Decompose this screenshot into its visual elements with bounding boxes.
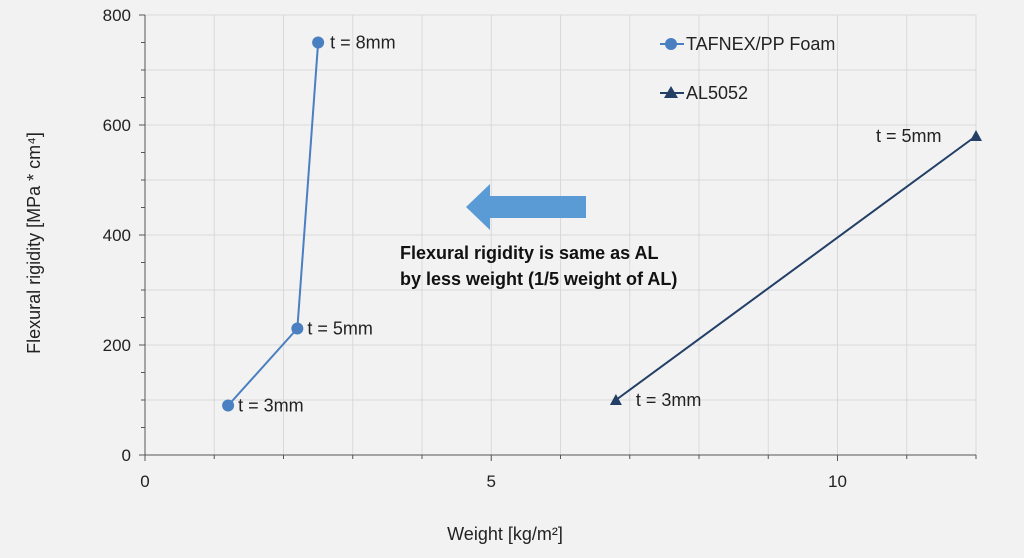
circle-marker-icon (665, 38, 677, 50)
data-point (291, 322, 304, 335)
series-layer (222, 36, 982, 412)
y-tick-label: 0 (122, 446, 131, 465)
data-point (609, 394, 622, 405)
arrow-left-icon (466, 184, 586, 230)
grid (145, 14, 977, 456)
y-axis-title: Flexural rigidity [MPa * cm⁴] (24, 132, 44, 354)
y-tick-label: 800 (103, 6, 131, 25)
legend-label-al5052: AL5052 (686, 83, 748, 103)
series-line-1 (615, 135, 977, 401)
series-line-0 (227, 42, 320, 407)
point-label: t = 3mm (636, 390, 702, 410)
axes: 0 200 400 600 800 0 5 10 (103, 6, 977, 491)
y-tick-label: 600 (103, 116, 131, 135)
annotation-line-1: Flexural rigidity is same as AL (400, 243, 658, 263)
point-labels: t = 3mm t = 5mm t = 8mm t = 3mm t = 5mm (238, 33, 941, 416)
legend-item-tafnex: TAFNEX/PP Foam (660, 34, 835, 54)
x-tick-label: 0 (140, 472, 149, 491)
annotation: Flexural rigidity is same as AL by less … (400, 184, 677, 289)
point-label: t = 8mm (330, 33, 396, 53)
data-point (970, 130, 982, 141)
legend-label-tafnex: TAFNEX/PP Foam (686, 34, 835, 54)
point-label: t = 5mm (876, 126, 942, 146)
x-tick-label: 5 (487, 472, 496, 491)
legend-item-al5052: AL5052 (660, 83, 748, 103)
data-point (222, 399, 235, 412)
annotation-line-2: by less weight (1/5 weight of AL) (400, 269, 677, 289)
x-axis-title: Weight [kg/m²] (447, 524, 563, 544)
legend: TAFNEX/PP Foam AL5052 (660, 34, 835, 103)
point-label: t = 3mm (238, 396, 304, 416)
data-point (312, 36, 325, 49)
triangle-marker-icon (664, 86, 678, 98)
y-tick-label: 400 (103, 226, 131, 245)
x-tick-label: 10 (828, 472, 847, 491)
point-label: t = 5mm (307, 319, 373, 339)
y-tick-label: 200 (103, 336, 131, 355)
